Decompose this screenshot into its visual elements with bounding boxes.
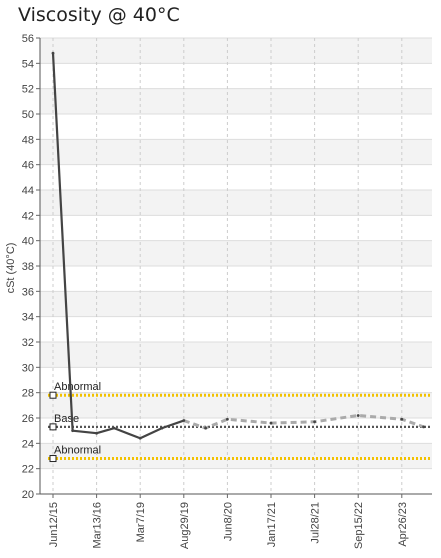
data-point — [71, 429, 75, 433]
y-tick-label: 40 — [22, 236, 34, 248]
y-tick-label: 30 — [22, 362, 34, 374]
chart-title: Viscosity @ 40°C — [18, 4, 180, 26]
y-tick-label: 20 — [22, 489, 34, 501]
data-point — [182, 419, 186, 422]
data-point — [226, 417, 229, 421]
data-point — [112, 426, 116, 430]
series-line-dashed — [183, 413, 425, 430]
reference-label: Base — [54, 413, 79, 425]
reference-marker — [49, 423, 57, 431]
data-point — [356, 414, 360, 417]
y-tick-label: 38 — [22, 261, 34, 273]
grid-band — [40, 342, 432, 368]
x-tick-label: Apr26/23 — [397, 502, 409, 547]
y-tick-label: 52 — [22, 84, 34, 96]
grid-band — [40, 38, 432, 64]
grid-band — [40, 88, 432, 114]
x-tick-label: Jun12/15 — [48, 502, 60, 547]
data-point — [422, 425, 425, 429]
y-tick-label: 36 — [22, 286, 34, 298]
data-point — [204, 426, 208, 430]
y-tick-label: 22 — [22, 464, 34, 476]
y-axis-label: cSt (40°C) — [5, 243, 17, 294]
data-point — [400, 417, 404, 421]
data-point — [51, 51, 55, 55]
data-point — [313, 420, 316, 424]
reference-marker — [49, 455, 57, 463]
data-point — [269, 421, 273, 425]
x-tick-label: Jul28/21 — [310, 502, 322, 544]
y-tick-label: 50 — [22, 109, 34, 121]
x-tick-label: Jan17/21 — [266, 502, 278, 547]
y-tick-label: 46 — [22, 160, 34, 172]
reference-label: Abnormal — [54, 381, 101, 393]
y-tick-label: 24 — [22, 438, 34, 450]
y-tick-label: 48 — [22, 134, 34, 146]
grid-band — [40, 190, 432, 216]
grid-band — [40, 392, 432, 418]
grid-band — [40, 139, 432, 165]
y-tick-label: 28 — [22, 388, 34, 400]
reference-marker — [49, 391, 57, 399]
y-tick-label: 26 — [22, 413, 34, 425]
y-tick-label: 56 — [22, 33, 34, 45]
x-tick-label: Mar7/19 — [135, 502, 147, 542]
x-tick-label: Aug29/19 — [179, 502, 191, 549]
data-point — [95, 431, 98, 435]
y-tick-label: 44 — [22, 185, 34, 197]
grid-band — [40, 240, 432, 266]
reference-label: Abnormal — [54, 445, 101, 457]
y-tick-label: 34 — [22, 312, 34, 324]
x-tick-label: Mar13/16 — [92, 502, 104, 548]
y-tick-label: 32 — [22, 337, 34, 349]
x-tick-label: Jun8/20 — [222, 502, 234, 541]
y-tick-label: 54 — [22, 58, 34, 70]
x-tick-label: Sep15/22 — [353, 502, 365, 549]
data-point — [138, 436, 142, 440]
grid-band — [40, 291, 432, 317]
data-point — [160, 426, 164, 430]
grid-band — [40, 443, 432, 469]
y-tick-label: 42 — [22, 210, 34, 222]
